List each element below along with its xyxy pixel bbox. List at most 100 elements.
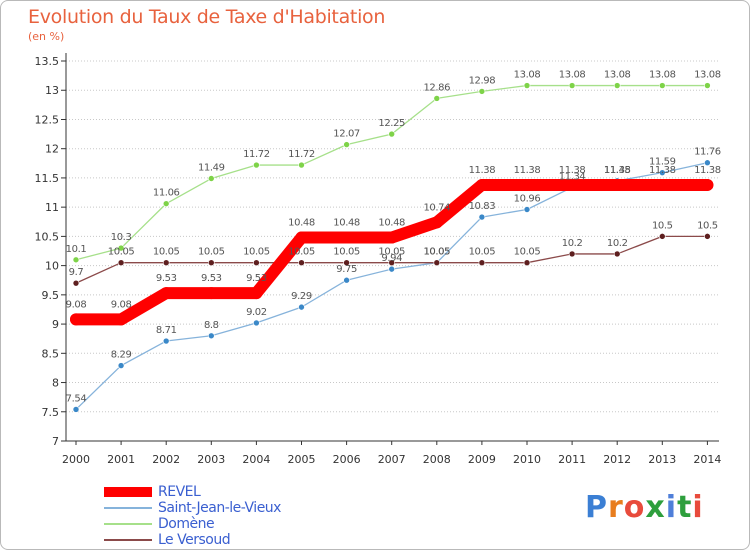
data-label: 10.48 [378, 218, 405, 229]
data-label: 11.72 [288, 149, 315, 160]
data-label: 10.74 [423, 202, 450, 213]
data-point [388, 130, 396, 138]
legend-label: Domène [158, 516, 215, 532]
data-label: 13.08 [649, 70, 676, 81]
legend-item: REVEL [104, 484, 281, 500]
data-label: 11.38 [649, 165, 676, 176]
data-point [433, 95, 441, 102]
data-label: 9.75 [336, 264, 357, 275]
x-tick-label: 2010 [513, 453, 541, 466]
y-tick-label: 13.5 [35, 55, 60, 68]
data-label: 13.08 [694, 70, 721, 81]
data-label: 12.25 [378, 118, 405, 129]
y-tick-label: 10 [45, 260, 59, 273]
data-label: 10.05 [243, 247, 270, 258]
data-point [295, 231, 308, 244]
legend-swatch [104, 539, 152, 541]
data-label: 10.1 [66, 244, 87, 255]
data-label: 12.07 [333, 129, 360, 140]
data-point [475, 178, 488, 191]
data-point [117, 362, 125, 369]
y-tick-label: 7 [52, 435, 59, 448]
data-label: 11.45 [604, 165, 631, 176]
data-point [523, 206, 531, 213]
data-point [701, 178, 714, 191]
data-label: 13.08 [514, 70, 541, 81]
data-label: 11.34 [559, 171, 586, 182]
data-point [430, 216, 443, 229]
series-lines [70, 82, 714, 413]
data-point [117, 259, 125, 266]
data-label: 9.7 [69, 267, 84, 278]
data-point [162, 200, 170, 207]
data-point [253, 319, 260, 327]
x-tick-label: 2006 [333, 453, 361, 466]
data-point [162, 337, 170, 345]
y-tick-label: 9.5 [42, 289, 60, 302]
legend-label: Le Versoud [158, 532, 231, 548]
logo-letter: i [665, 490, 678, 525]
legend-swatch [104, 507, 152, 509]
x-tick-label: 2009 [468, 453, 496, 466]
data-label: 11.76 [694, 147, 721, 158]
data-label: 11.38 [604, 165, 631, 176]
data-label: 12.86 [423, 82, 450, 93]
data-label: 10.2 [607, 238, 628, 249]
x-tick-label: 2014 [693, 453, 721, 466]
data-label: 10.05 [514, 247, 541, 258]
x-tick-label: 2001 [107, 453, 135, 466]
data-point [613, 82, 621, 89]
data-label: 10.5 [652, 220, 673, 231]
y-tick-label: 8.5 [42, 347, 60, 360]
data-point [658, 169, 666, 176]
data-label: 10.05 [198, 247, 225, 258]
data-point [523, 259, 531, 266]
data-point [568, 250, 576, 258]
data-label: 11.06 [153, 188, 180, 199]
data-point [162, 259, 170, 266]
data-point [568, 82, 576, 89]
data-point [388, 265, 396, 273]
data-point [521, 178, 533, 191]
data-point [208, 332, 215, 340]
data-point [70, 313, 82, 326]
legend-label: REVEL [158, 484, 201, 500]
logo-letter: r [608, 490, 624, 525]
data-label: 9.53 [156, 273, 177, 284]
y-tick-label: 12 [45, 143, 59, 156]
series-line [75, 162, 709, 411]
data-label: 9.53 [246, 273, 267, 284]
data-point [208, 175, 215, 182]
data-label: 10.05 [423, 247, 450, 258]
logo-letter: x [645, 490, 666, 525]
data-point [566, 178, 579, 191]
data-point [298, 161, 305, 169]
data-label: 10.05 [378, 247, 405, 258]
data-label: 10.48 [288, 218, 315, 229]
data-point [298, 303, 305, 311]
y-tick-label: 7.5 [42, 406, 60, 419]
data-point [72, 279, 80, 287]
data-point [704, 233, 711, 240]
logo-letter: P [585, 490, 608, 525]
data-point [611, 178, 624, 191]
data-point [385, 231, 398, 244]
data-label: 10.05 [288, 247, 315, 258]
data-label: 9.02 [246, 307, 267, 318]
y-tick-label: 10.5 [35, 230, 60, 243]
legend-swatch [104, 523, 152, 525]
x-tick-label: 2000 [62, 453, 90, 466]
data-label: 10.96 [514, 193, 541, 204]
data-point [115, 313, 128, 326]
y-tick-label: 8 [52, 377, 59, 390]
y-tick-label: 11 [45, 201, 59, 214]
data-label: 10.48 [333, 218, 360, 229]
y-tick-label: 12.5 [35, 113, 60, 126]
proxiti-logo: Proxiti [585, 490, 704, 525]
data-point [523, 82, 531, 89]
legend-item: Saint-Jean-le-Vieux [104, 500, 281, 516]
data-label: 13.08 [559, 70, 586, 81]
data-point [478, 259, 486, 266]
data-label: 10.05 [423, 247, 450, 258]
